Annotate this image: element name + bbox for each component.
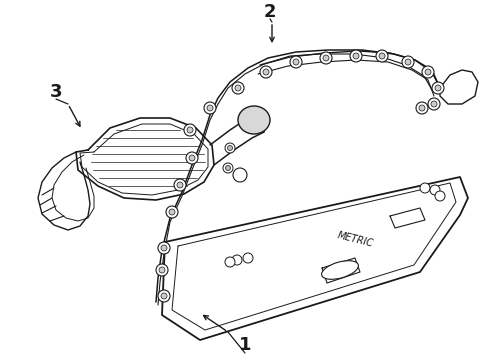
Circle shape — [425, 69, 431, 75]
Polygon shape — [390, 208, 425, 228]
Circle shape — [293, 59, 299, 65]
Circle shape — [232, 255, 242, 265]
Circle shape — [432, 82, 444, 94]
Circle shape — [323, 55, 329, 61]
Text: METRIC: METRIC — [336, 231, 374, 249]
Circle shape — [422, 66, 434, 78]
Circle shape — [235, 85, 241, 91]
Circle shape — [420, 183, 430, 193]
Circle shape — [204, 102, 216, 114]
Circle shape — [156, 264, 168, 276]
Polygon shape — [76, 118, 214, 200]
Circle shape — [225, 166, 230, 171]
Circle shape — [158, 242, 170, 254]
Circle shape — [187, 127, 193, 133]
Circle shape — [189, 155, 195, 161]
Circle shape — [223, 163, 233, 173]
Circle shape — [225, 143, 235, 153]
Circle shape — [353, 53, 359, 59]
Circle shape — [184, 124, 196, 136]
Circle shape — [290, 56, 302, 68]
Circle shape — [416, 102, 428, 114]
Circle shape — [177, 182, 183, 188]
Circle shape — [435, 85, 441, 91]
Polygon shape — [322, 258, 360, 283]
Circle shape — [260, 66, 272, 78]
Circle shape — [428, 98, 440, 110]
Circle shape — [233, 168, 247, 182]
Text: 2: 2 — [264, 3, 276, 21]
Circle shape — [161, 245, 167, 251]
Circle shape — [379, 53, 385, 59]
Polygon shape — [440, 70, 478, 104]
Circle shape — [161, 293, 167, 299]
Circle shape — [186, 152, 198, 164]
Circle shape — [435, 191, 445, 201]
Circle shape — [225, 257, 235, 267]
Circle shape — [405, 59, 411, 65]
Circle shape — [166, 206, 178, 218]
Circle shape — [232, 82, 244, 94]
Ellipse shape — [238, 106, 270, 134]
Circle shape — [159, 267, 165, 273]
Circle shape — [158, 290, 170, 302]
Circle shape — [376, 50, 388, 62]
Polygon shape — [162, 177, 468, 340]
Circle shape — [174, 179, 186, 191]
Circle shape — [243, 253, 253, 263]
Ellipse shape — [321, 261, 358, 279]
Circle shape — [227, 145, 232, 150]
Text: 3: 3 — [50, 83, 62, 101]
Text: 1: 1 — [239, 336, 251, 354]
Circle shape — [419, 105, 425, 111]
Circle shape — [207, 105, 213, 111]
Circle shape — [430, 185, 440, 195]
Circle shape — [263, 69, 269, 75]
Circle shape — [402, 56, 414, 68]
Circle shape — [169, 209, 175, 215]
Circle shape — [431, 101, 437, 107]
Circle shape — [320, 52, 332, 64]
Circle shape — [350, 50, 362, 62]
